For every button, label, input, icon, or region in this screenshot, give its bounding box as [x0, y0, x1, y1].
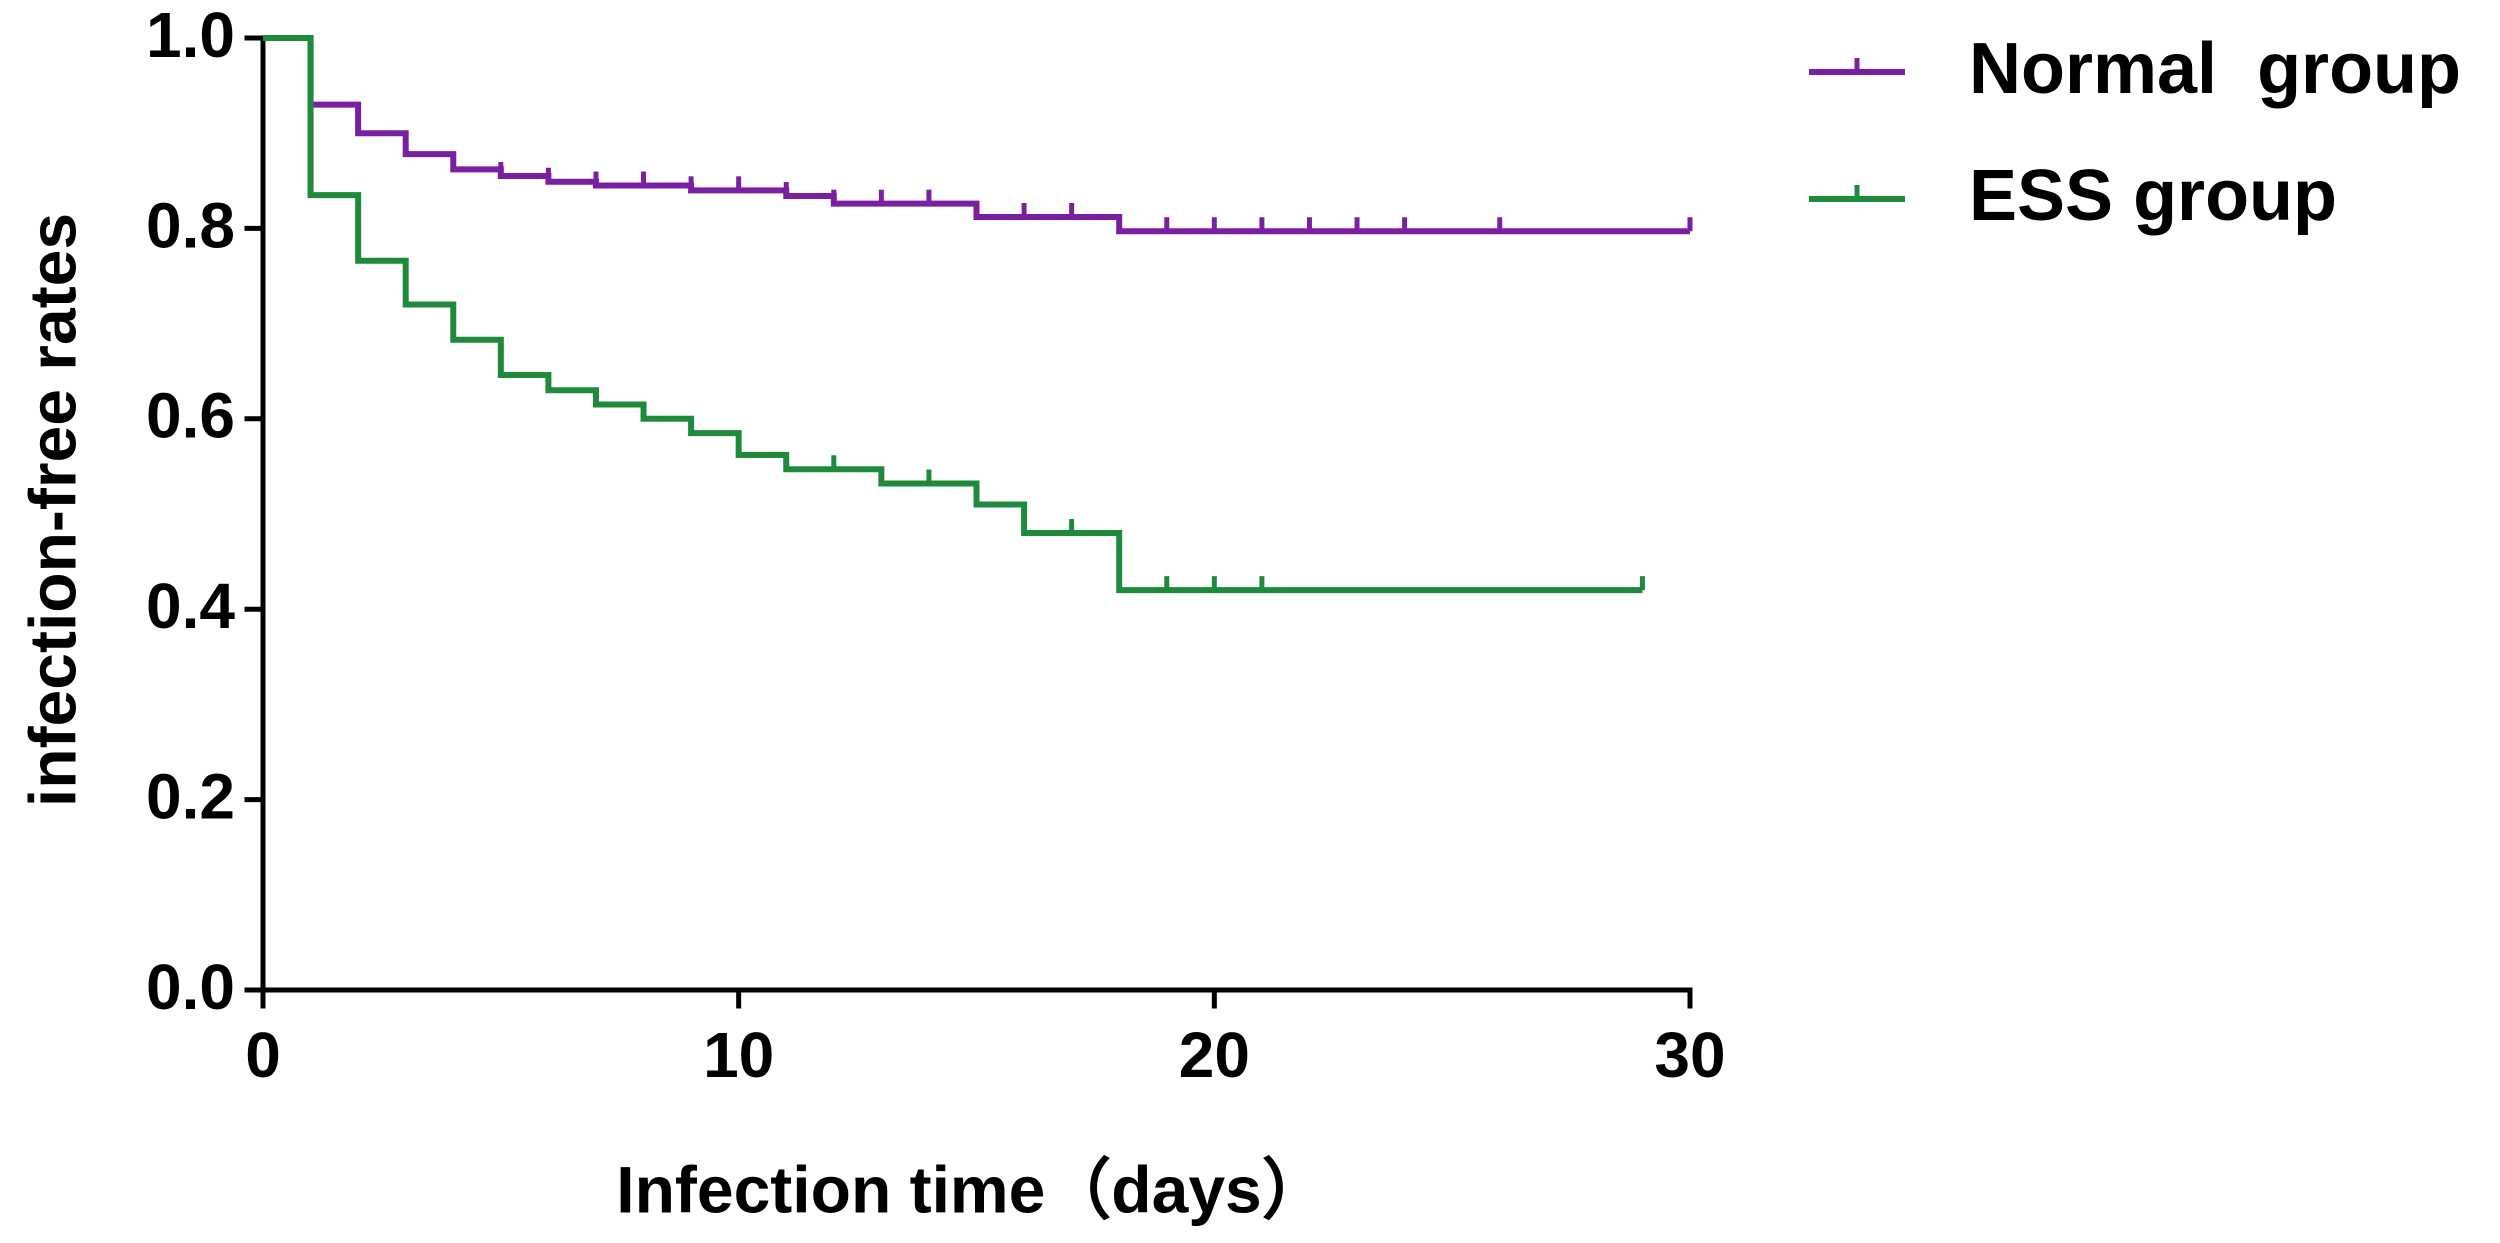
survival-line	[263, 35, 1690, 235]
x-tick-label: 10	[703, 1019, 774, 1091]
y-tick-label: 0.2	[146, 761, 235, 833]
y-tick-label: 0.4	[146, 570, 235, 642]
legend-label: ESS group	[1969, 156, 2337, 236]
y-axis-title: infection-free rates	[15, 213, 89, 807]
x-tick-label: 30	[1654, 1019, 1725, 1091]
y-tick-label: 0.0	[146, 951, 235, 1023]
x-tick-label: 0	[245, 1019, 281, 1091]
y-tick-label: 0.8	[146, 189, 235, 261]
legend-label: Normal group	[1969, 29, 2461, 109]
x-tick-label: 20	[1179, 1019, 1250, 1091]
y-tick-label: 1.0	[146, 0, 235, 71]
x-axis-title: Infection time（days）	[616, 1152, 1327, 1226]
survival-line	[263, 35, 1643, 594]
y-tick-label: 0.6	[146, 380, 235, 452]
